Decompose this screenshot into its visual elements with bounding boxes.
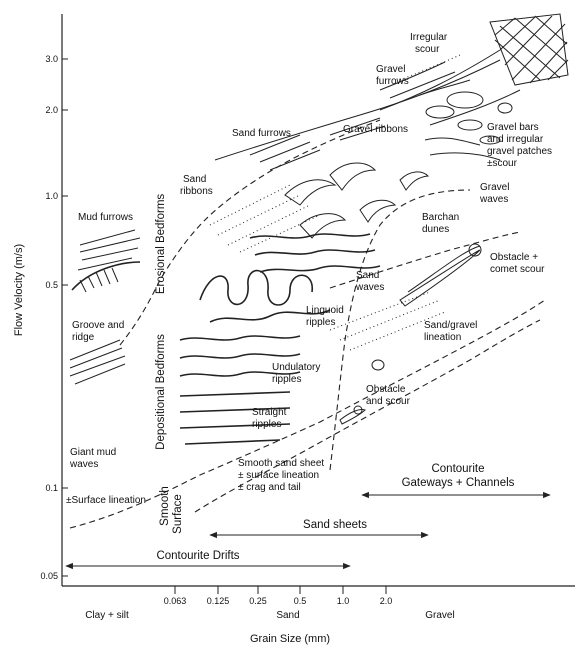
label-surface-lineation: ±Surface lineation — [66, 495, 146, 506]
zone-depositional: Depositional Bedforms — [155, 334, 167, 450]
mud-furrows-lines — [71, 229, 141, 293]
class-sand: Sand — [276, 610, 299, 621]
y-tick-label: 0.1 — [45, 483, 58, 493]
ripples-shapes — [179, 335, 301, 445]
zone-erosional: Erosional Bedforms — [155, 194, 167, 295]
zone-boundaries — [69, 119, 546, 529]
bedform-labels: Irregular scour Gravel furrows Sand furrow… — [66, 32, 552, 506]
gravel-furrows-lines — [379, 54, 461, 99]
label-straight: Straight ripples — [252, 407, 287, 430]
label-sand-waves: Sand waves — [355, 270, 384, 293]
label-sand-ribbons: Sand ribbons — [180, 174, 213, 197]
label-groove-ridge: Groove and ridge — [72, 320, 124, 343]
y-tick-label: 0.05 — [40, 571, 58, 581]
y-ticks: 3.0 2.0 1.0 0.5 0.1 0.05 — [40, 54, 68, 581]
y-tick-label: 1.0 — [45, 191, 58, 201]
label-sand-furrows: Sand furrows — [232, 128, 291, 139]
x-tick-label: 0.125 — [207, 596, 230, 606]
label-sand-sheets: Sand sheets — [303, 519, 367, 531]
envelope-lines — [214, 49, 521, 161]
label-sand-gravel-lineation: Sand/gravel lineation — [424, 320, 477, 343]
barchan-dunes-shapes — [284, 162, 430, 239]
groove-ridge-lines — [69, 339, 126, 385]
x-tick-label: 0.063 — [164, 596, 187, 606]
label-giant-mud-waves: Giant mud waves — [69, 447, 116, 470]
sand-ribbons-dots — [209, 184, 321, 253]
obstacle-shapes — [339, 243, 482, 425]
label-mud-furrows: Mud furrows — [78, 212, 133, 223]
y-tick-label: 3.0 — [45, 54, 58, 64]
irregular-scour-hatch — [489, 13, 569, 86]
x-tick-label: 0.5 — [294, 596, 307, 606]
label-gravel-ribbons: Gravel ribbons — [343, 124, 408, 135]
gravel-bars-shapes — [419, 79, 513, 161]
class-gravel: Gravel — [425, 610, 454, 621]
x-tick-label: 1.0 — [337, 596, 350, 606]
label-irregular-scour: Irregular scour — [410, 32, 448, 55]
zone-smooth-1: Smooth — [159, 486, 171, 526]
label-contourite-drifts: Contourite Drifts — [156, 550, 239, 562]
y-tick-label: 2.0 — [45, 105, 58, 115]
label-undulatory: Undulatory ripples — [272, 362, 320, 385]
label-smooth-sheet: Smooth sand sheet ± surface lineation ± cr… — [238, 458, 324, 493]
sand-furrows-lines — [249, 117, 386, 171]
sand-waves-shapes — [199, 233, 381, 323]
class-clay-silt: Clay + silt — [85, 610, 129, 621]
label-obstacle-comet: Obstacle + comet scour — [490, 252, 545, 275]
label-barchan-dunes: Barchan dunes — [422, 212, 459, 235]
label-obstacle-scour: Obstacle and scour — [366, 384, 411, 407]
label-linguoid: Linguoid ripples — [306, 305, 344, 328]
label-gravel-furrows: Gravel furrows — [376, 64, 409, 87]
y-axis-title: Flow Velocity (m/s) — [13, 244, 25, 336]
y-tick-label: 0.5 — [45, 280, 58, 290]
x-tick-label: 2.0 — [380, 596, 393, 606]
label-contourite-gateways: Contourite Gateways + Channels — [402, 463, 515, 489]
x-tick-label: 0.25 — [249, 596, 267, 606]
label-gravel-bars: Gravel bars and irregular gravel patches ±s… — [487, 122, 552, 169]
x-axis-title: Grain Size (mm) — [250, 633, 330, 645]
x-ticks: 0.063 0.125 0.25 0.5 1.0 2.0 — [164, 586, 393, 606]
zone-smooth-2: Surface — [172, 494, 184, 534]
label-gravel-waves: Gravel waves — [479, 182, 509, 205]
